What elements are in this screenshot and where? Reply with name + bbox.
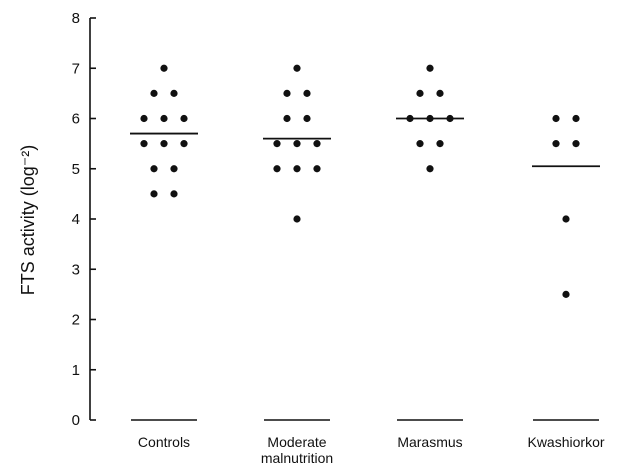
data-point — [140, 140, 148, 148]
data-point — [446, 114, 454, 123]
data-point — [436, 89, 444, 97]
data-point — [160, 64, 168, 72]
data-point — [273, 140, 281, 148]
y-tick-label: 5 — [72, 161, 80, 178]
data-points — [140, 64, 580, 298]
y-tick-label: 8 — [72, 10, 80, 27]
data-point — [293, 165, 301, 173]
data-point — [313, 165, 321, 173]
data-point — [416, 89, 424, 97]
data-point — [303, 114, 311, 123]
data-point — [150, 89, 158, 97]
y-axis: 0 1 2 3 4 5 6 7 8 — [72, 10, 96, 429]
data-point — [293, 140, 301, 148]
data-point — [170, 165, 178, 173]
data-point — [160, 114, 168, 123]
data-point — [572, 140, 580, 148]
y-tick-label: 7 — [72, 60, 80, 77]
data-point — [273, 165, 281, 173]
category-label: Moderate — [267, 434, 326, 450]
data-point — [150, 190, 158, 198]
data-point — [313, 140, 321, 148]
y-tick-label: 4 — [72, 211, 80, 228]
data-point — [572, 114, 580, 123]
data-point — [436, 140, 444, 148]
data-point — [160, 140, 168, 148]
data-point — [303, 89, 311, 97]
category-label: Controls — [138, 434, 190, 450]
category-label: malnutrition — [261, 450, 333, 466]
data-point — [426, 165, 434, 173]
mean-lines — [130, 117, 600, 168]
data-point — [180, 114, 188, 123]
data-point — [562, 290, 570, 298]
data-point — [293, 215, 301, 223]
y-axis-title: FTS activity (log⁻²) — [18, 145, 38, 296]
y-tick-label: 2 — [72, 312, 80, 329]
data-point — [170, 190, 178, 198]
category-label: Kwashiorkor — [527, 434, 604, 450]
data-point — [552, 114, 560, 123]
data-point — [170, 89, 178, 97]
data-point — [406, 114, 414, 123]
data-point — [293, 64, 301, 72]
data-point — [416, 140, 424, 148]
category-label: Marasmus — [397, 434, 462, 450]
y-tick-label: 3 — [72, 261, 80, 278]
data-point — [552, 140, 560, 148]
data-point — [180, 140, 188, 148]
data-point — [426, 114, 434, 123]
y-tick-label: 0 — [72, 412, 80, 429]
y-tick-label: 6 — [72, 111, 80, 128]
data-point — [426, 64, 434, 72]
data-point — [562, 215, 570, 223]
data-point — [283, 89, 291, 97]
data-point — [140, 114, 148, 123]
data-point — [283, 114, 291, 123]
data-point — [150, 165, 158, 173]
y-tick-label: 1 — [72, 362, 80, 379]
